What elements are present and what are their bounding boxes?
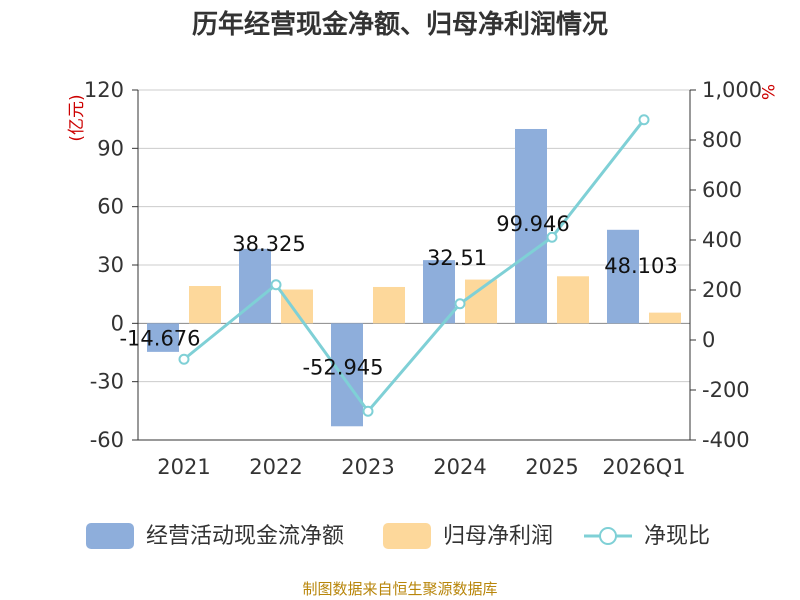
x-tick-label: 2023 <box>341 455 394 479</box>
profit-bar <box>189 286 221 324</box>
profit-bar <box>373 286 405 324</box>
ratio-point <box>178 353 190 365</box>
source-note: 制图数据来自恒生聚源数据库 <box>302 580 498 598</box>
legend: 经营活动现金流净额 归母净利润 净现比 <box>86 523 710 549</box>
cashflow-bar <box>331 323 363 427</box>
right-tick-label: 800 <box>702 128 742 152</box>
ratio-point <box>270 279 282 291</box>
ratio-point <box>546 231 558 243</box>
cashflow-bar <box>607 229 639 324</box>
left-tick-label: -30 <box>90 370 124 394</box>
cashflow-data-label: 99.946 <box>496 212 569 236</box>
cashflow-data-label: -52.945 <box>302 355 383 379</box>
ratio-point <box>638 114 650 126</box>
ratio-point <box>454 298 466 310</box>
legend-marker <box>599 527 617 545</box>
ratio-line-path <box>183 118 646 414</box>
right-tick-label: -400 <box>702 428 750 452</box>
left-tick-label: 0 <box>111 311 124 335</box>
cashflow-bar <box>515 128 547 324</box>
profit-bar <box>649 312 681 324</box>
x-tick-label: 2022 <box>249 455 302 479</box>
cashflow-data-label: 32.51 <box>427 246 487 270</box>
x-tick-label: 2026Q1 <box>602 455 685 479</box>
profit-bar <box>281 289 313 324</box>
cashflow-bar <box>423 260 455 324</box>
x-tick-label: 2021 <box>157 455 210 479</box>
chart-title: 历年经营现金净额、归母净利润情况 <box>191 10 608 40</box>
legend-label: 经营活动现金流净额 <box>146 524 344 549</box>
ratio-point <box>362 405 374 417</box>
x-tick-label: 2025 <box>525 455 578 479</box>
right-tick-label: 600 <box>702 178 742 202</box>
right-tick-label: 1,000 <box>702 78 762 102</box>
cashflow-data-label: -14.676 <box>119 326 200 350</box>
cashflow-bar <box>147 323 179 352</box>
legend-swatch <box>383 523 431 549</box>
profit-bar <box>557 276 589 324</box>
left-tick-label: 120 <box>84 78 124 102</box>
legend-label: 净现比 <box>644 524 710 549</box>
legend-swatch <box>86 523 134 549</box>
legend-label: 归母净利润 <box>443 524 553 549</box>
right-tick-label: 0 <box>702 328 715 352</box>
left-tick-label: 30 <box>97 253 124 277</box>
left-tick-label: -60 <box>90 428 124 452</box>
ratio-line <box>178 114 650 417</box>
right-tick-label: -200 <box>702 378 750 402</box>
right-tick-label: 200 <box>702 278 742 302</box>
profit-bar <box>465 279 497 324</box>
right-axis-unit: % <box>757 84 777 100</box>
left-tick-label: 60 <box>97 195 124 219</box>
left-axis-unit: (亿元) <box>67 94 87 141</box>
cashflow-data-label: 38.325 <box>232 232 305 256</box>
x-tick-label: 2024 <box>433 455 486 479</box>
axes: -60 -30 0 30 60 90 120 -400 -200 0 200 400 600 800 1,0… <box>67 78 777 479</box>
right-tick-label: 400 <box>702 228 742 252</box>
left-tick-label: 90 <box>97 136 124 160</box>
cashflow-data-label: 48.103 <box>604 254 677 278</box>
data-labels: -14.676 38.325 -52.945 32.51 99.946 48.103 <box>119 212 677 379</box>
